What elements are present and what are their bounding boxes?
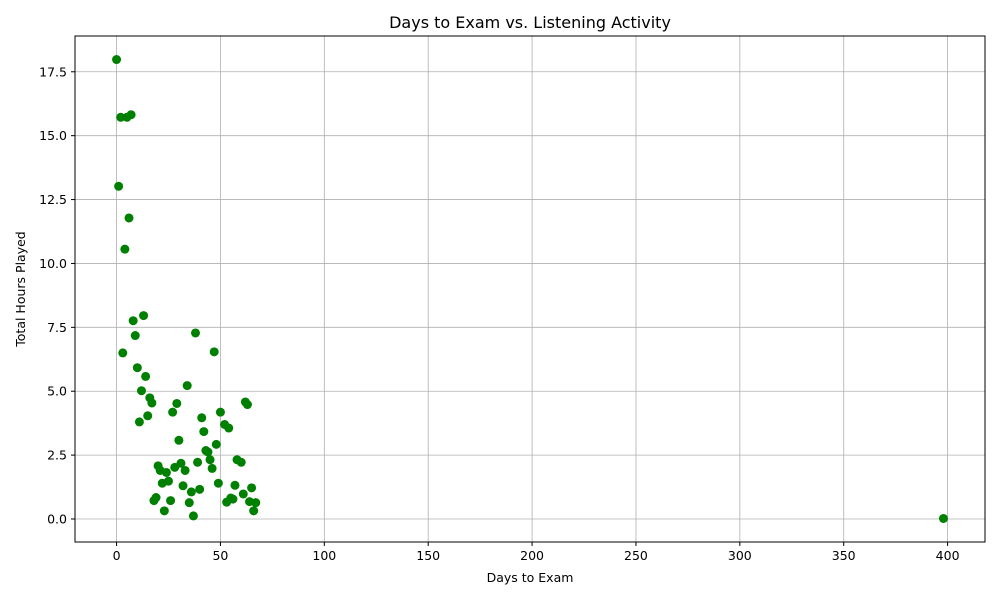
- x-axis-ticks: 0 50 100 150 200 250 300 350 400: [113, 542, 960, 563]
- scatter-point: [143, 411, 153, 421]
- scatter-point: [174, 435, 184, 445]
- x-tick-label: 350: [832, 548, 856, 563]
- x-tick-label: 250: [624, 548, 648, 563]
- scatter-point: [132, 363, 142, 373]
- scatter-point: [195, 484, 205, 494]
- plot-frame: [74, 35, 986, 543]
- scatter-point: [184, 498, 194, 508]
- y-tick-label: 7.5: [47, 320, 67, 335]
- y-axis-ticks: 0.0 2.5 5.0 7.5 10.0 12.5 15.0 17.5: [39, 64, 75, 527]
- scatter-point: [159, 506, 169, 516]
- scatter-point: [188, 511, 198, 521]
- scatter-point: [209, 347, 219, 357]
- scatter-point: [116, 112, 126, 122]
- x-tick-label: 300: [728, 548, 752, 563]
- scatter-point: [249, 506, 259, 516]
- scatter-point: [120, 244, 130, 254]
- scatter-point: [134, 417, 144, 427]
- scatter-point: [180, 465, 190, 475]
- y-tick-label: 17.5: [39, 64, 67, 79]
- scatter-point: [228, 494, 238, 504]
- scatter-point: [128, 316, 138, 326]
- y-tick-label: 15.0: [39, 128, 67, 143]
- scatter-point: [203, 447, 213, 457]
- scatter-point: [236, 457, 246, 467]
- scatter-point: [178, 481, 188, 491]
- scatter-point: [172, 398, 182, 408]
- x-tick-label: 100: [312, 548, 336, 563]
- scatter-point: [197, 413, 207, 423]
- y-tick-label: 0.0: [47, 512, 67, 527]
- scatter-point: [124, 213, 134, 223]
- scatter-point: [139, 311, 149, 321]
- scatter-point: [938, 513, 948, 523]
- scatter-point: [130, 331, 140, 341]
- scatter-point: [118, 348, 128, 358]
- scatter-point: [191, 328, 201, 338]
- scatter-point: [193, 457, 203, 467]
- scatter-point: [242, 400, 252, 410]
- scatter-point: [182, 381, 192, 391]
- y-tick-label: 2.5: [47, 448, 67, 463]
- scatter-point: [247, 483, 257, 493]
- y-axis-label: Total Hours Played: [13, 231, 28, 347]
- scatter-point: [199, 427, 209, 437]
- scatter-point: [230, 480, 240, 490]
- scatter-point: [163, 476, 173, 486]
- x-axis-label: Days to Exam: [487, 570, 574, 585]
- scatter-point: [166, 496, 176, 506]
- scatter-point: [186, 487, 196, 497]
- y-tick-label: 12.5: [39, 192, 67, 207]
- scatter-point: [213, 478, 223, 488]
- scatter-point: [168, 407, 178, 417]
- scatter-point: [238, 489, 248, 499]
- scatter-point: [176, 458, 186, 468]
- scatter-point: [141, 371, 151, 381]
- scatter-point: [151, 493, 161, 503]
- scatter-point: [224, 423, 234, 433]
- scatter-point: [114, 181, 124, 191]
- scatter-point: [112, 55, 122, 65]
- scatter-point: [126, 110, 136, 120]
- scatter-point: [211, 439, 221, 449]
- chart-title: Days to Exam vs. Listening Activity: [389, 13, 671, 32]
- y-tick-label: 5.0: [47, 384, 67, 399]
- x-tick-label: 150: [416, 548, 440, 563]
- scatter-point: [136, 386, 146, 396]
- x-tick-label: 400: [936, 548, 960, 563]
- y-tick-label: 10.0: [39, 256, 67, 271]
- scatter-point: [147, 398, 157, 408]
- scatter-point: [205, 455, 215, 465]
- scatter-point: [207, 463, 217, 473]
- scatter-point: [161, 467, 171, 477]
- scatter-point: [215, 407, 225, 417]
- x-tick-label: 200: [520, 548, 544, 563]
- x-tick-label: 50: [212, 548, 228, 563]
- x-tick-label: 0: [113, 548, 121, 563]
- grid-lines: [75, 36, 985, 542]
- scatter-point: [251, 498, 261, 508]
- data-points: [112, 55, 948, 523]
